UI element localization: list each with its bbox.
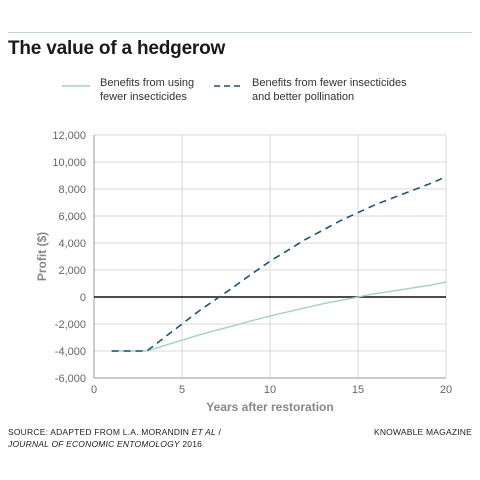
legend-label-line: fewer insecticides — [100, 91, 187, 103]
source-note: SOURCE: ADAPTED FROM L.A. MORANDIN ET AL… — [8, 426, 221, 450]
y-tick-label: 6,000 — [58, 211, 86, 223]
source-text: / — [215, 427, 222, 437]
y-tick-label: 10,000 — [52, 157, 86, 169]
legend-label-line: Benefits from fewer insecticides — [252, 77, 407, 89]
chart-title: The value of a hedgerow — [8, 38, 226, 59]
y-tick-label: 0 — [80, 292, 86, 304]
source-year: 2016 — [179, 439, 203, 449]
legend-swatch-dashed — [214, 85, 242, 87]
x-axis-title: Years after restoration — [206, 400, 333, 414]
y-tick-label: -6,000 — [55, 373, 86, 385]
legend-label-pollination: Benefits from fewer insecticides and bet… — [252, 76, 407, 104]
y-tick-label: -2,000 — [55, 319, 86, 331]
series-line-pollination — [111, 176, 447, 352]
legend-label-line: Benefits from using — [100, 77, 195, 89]
y-tick-label: 8,000 — [58, 184, 86, 196]
series-line-insecticides — [111, 281, 447, 352]
source-text: SOURCE: ADAPTED FROM L.A. MORANDIN — [8, 427, 192, 437]
y-axis-title: Profit ($) — [35, 232, 49, 281]
x-tick-label: 20 — [440, 384, 452, 396]
legend-item-pollination: Benefits from fewer insecticides and bet… — [214, 76, 407, 104]
y-tick-label: 12,000 — [52, 130, 86, 142]
legend-swatch-solid — [62, 85, 90, 87]
top-rule — [8, 32, 472, 33]
x-tick-label: 15 — [352, 384, 364, 396]
x-tick-label: 0 — [91, 384, 97, 396]
source-line-1: SOURCE: ADAPTED FROM L.A. MORANDIN ET AL… — [8, 426, 221, 438]
source-journal: JOURNAL OF ECONOMIC ENTOMOLOGY — [8, 439, 180, 449]
legend-label-insecticides: Benefits from using fewer insecticides — [100, 76, 194, 104]
source-authors-etal: ET AL — [191, 427, 216, 437]
legend-label-line: and better pollination — [252, 91, 355, 103]
y-tick-label: 2,000 — [58, 265, 86, 277]
x-tick-label: 5 — [179, 384, 185, 396]
y-tick-label: 4,000 — [58, 238, 86, 250]
y-tick-label: -4,000 — [55, 346, 86, 358]
x-tick-label: 10 — [264, 384, 276, 396]
source-line-2: JOURNAL OF ECONOMIC ENTOMOLOGY 2016 — [8, 438, 221, 450]
legend-item-insecticides: Benefits from using fewer insecticides — [62, 76, 194, 104]
credit: KNOWABLE MAGAZINE — [373, 427, 472, 437]
